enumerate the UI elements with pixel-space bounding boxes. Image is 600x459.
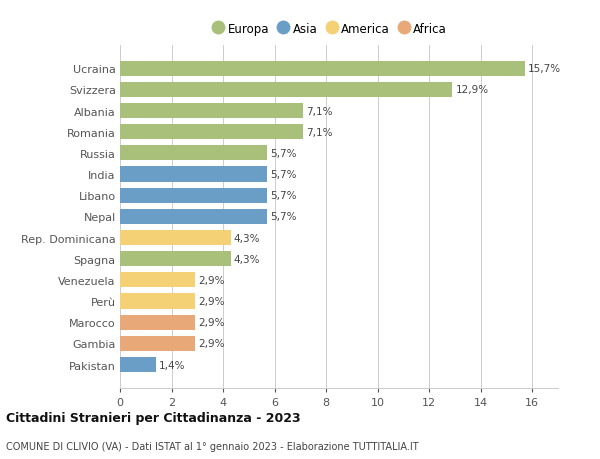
- Text: 12,9%: 12,9%: [455, 85, 488, 95]
- Text: 7,1%: 7,1%: [306, 128, 332, 137]
- Bar: [120, 336, 195, 351]
- Bar: [120, 209, 267, 224]
- Text: 15,7%: 15,7%: [527, 64, 561, 74]
- Text: 5,7%: 5,7%: [270, 212, 296, 222]
- Bar: [120, 167, 267, 182]
- Bar: [120, 357, 156, 372]
- Text: 1,4%: 1,4%: [159, 360, 185, 369]
- Text: 2,9%: 2,9%: [198, 275, 224, 285]
- Text: 7,1%: 7,1%: [306, 106, 332, 116]
- Bar: [120, 230, 231, 246]
- Text: 5,7%: 5,7%: [270, 149, 296, 158]
- Bar: [120, 188, 267, 203]
- Bar: [120, 252, 231, 267]
- Bar: [120, 125, 303, 140]
- Text: 2,9%: 2,9%: [198, 297, 224, 306]
- Text: 4,3%: 4,3%: [234, 233, 260, 243]
- Bar: [120, 273, 195, 288]
- Text: 2,9%: 2,9%: [198, 318, 224, 327]
- Bar: [120, 104, 303, 119]
- Bar: [120, 83, 452, 98]
- Text: COMUNE DI CLIVIO (VA) - Dati ISTAT al 1° gennaio 2023 - Elaborazione TUTTITALIA.: COMUNE DI CLIVIO (VA) - Dati ISTAT al 1°…: [6, 441, 419, 451]
- Text: 2,9%: 2,9%: [198, 339, 224, 348]
- Text: 4,3%: 4,3%: [234, 254, 260, 264]
- Legend: Europa, Asia, America, Africa: Europa, Asia, America, Africa: [214, 23, 447, 36]
- Text: Cittadini Stranieri per Cittadinanza - 2023: Cittadini Stranieri per Cittadinanza - 2…: [6, 412, 301, 425]
- Text: 5,7%: 5,7%: [270, 170, 296, 179]
- Bar: [120, 315, 195, 330]
- Bar: [120, 146, 267, 161]
- Bar: [120, 62, 524, 77]
- Text: 5,7%: 5,7%: [270, 191, 296, 201]
- Bar: [120, 294, 195, 309]
